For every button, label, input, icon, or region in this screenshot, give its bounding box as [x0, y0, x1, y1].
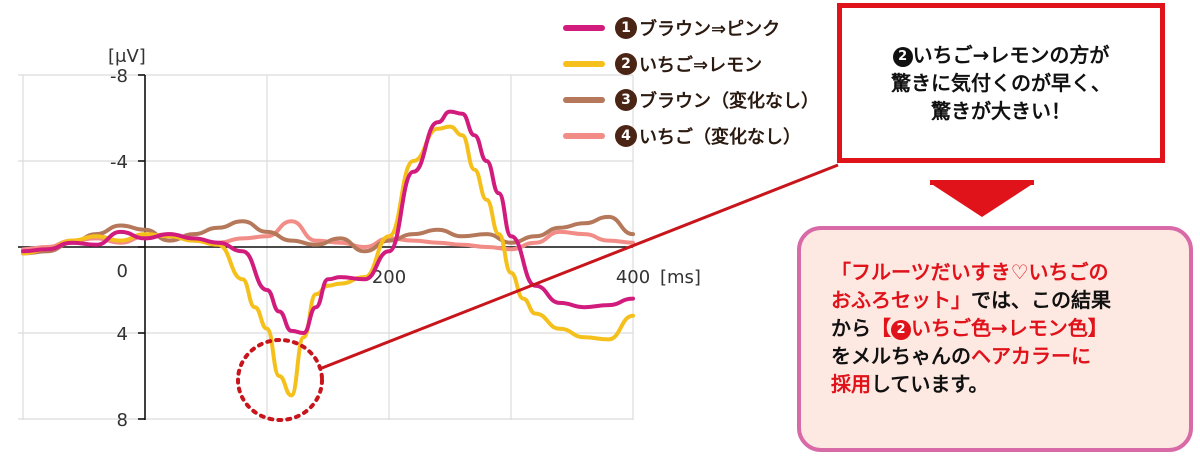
info-color-change: いちご色→レモン色】: [911, 316, 1108, 340]
series-line-3: [21, 214, 635, 256]
callout-text: 2 いちご→レモンの方が 驚きに気付くのが早く、 驚きが大きい！: [856, 41, 1146, 125]
y-tick-label: 8: [117, 410, 128, 431]
info-hair-color: ヘアカラーに: [971, 344, 1091, 368]
y-tick-label: -8: [110, 66, 128, 87]
legend-swatch: [563, 133, 605, 139]
x-unit-label: [ms]: [660, 267, 701, 288]
legend-label: ブラウン⇒ピンク: [639, 19, 781, 40]
info-text: 「フルーツだいすき♡いちごの おふろセット」では、この結果 から【 2 いちご色→レ…: [831, 258, 1165, 398]
highlight-circle: [236, 338, 324, 422]
callout-line-3: 驚きが大きい！: [931, 99, 1071, 123]
info-adopted: 採用: [831, 372, 871, 396]
info-number-badge: 2: [891, 320, 911, 340]
down-arrow-icon: [930, 183, 1034, 217]
x-tick-label: 200: [372, 267, 406, 288]
legend-swatch: [563, 25, 605, 31]
legend-label: いちご⇒レモン: [639, 55, 763, 76]
legend-swatch: [563, 61, 605, 67]
x-tick-label: 400: [616, 267, 650, 288]
chart-axes: [18, 75, 633, 420]
callout-number-badge: 2: [892, 47, 913, 67]
legend-item-2: 2 いちご⇒レモン: [563, 46, 828, 82]
series-layer: [21, 109, 635, 398]
y-tick-label: -4: [110, 152, 128, 173]
callout-box: 2 いちご→レモンの方が 驚きに気付くのが早く、 驚きが大きい！: [837, 3, 1165, 163]
info-text-2: では、この結果: [971, 288, 1111, 312]
info-bracket-open: 【: [871, 316, 891, 340]
legend-number-badge: 4: [615, 125, 637, 147]
series-line-1: [21, 109, 635, 335]
info-text-5: しています。: [871, 372, 989, 396]
info-product-end: おふろセット」: [831, 288, 971, 312]
callout-line-2: 驚きに気付くのが早く、: [891, 71, 1111, 95]
y-tick-label: 4: [117, 324, 128, 345]
legend-label: ブラウン（変化なし）: [639, 91, 819, 112]
legend-swatch: [563, 97, 605, 103]
info-line-1: 「フルーツだいすき♡いちごの: [831, 260, 1109, 284]
legend-number-badge: 3: [615, 89, 637, 111]
legend-number-badge: 1: [615, 17, 637, 39]
connector-line: [321, 163, 839, 370]
legend-label: いちご（変化なし）: [639, 127, 801, 148]
y-tick-label: 0: [117, 261, 128, 282]
info-text-3: から: [831, 316, 871, 340]
legend-item-3: 3 ブラウン（変化なし）: [563, 82, 828, 118]
legend: 1 ブラウン⇒ピンク 2 いちご⇒レモン 3 ブラウン（変化なし） 4 いちご（変化なし）: [563, 10, 828, 154]
legend-item-1: 1 ブラウン⇒ピンク: [563, 10, 828, 46]
legend-item-4: 4 いちご（変化なし）: [563, 118, 828, 154]
y-unit-label: [μV]: [108, 46, 146, 67]
down-arrow-bar: [930, 180, 1034, 185]
info-box: 「フルーツだいすき♡いちごの おふろセット」では、この結果 から【 2 いちご色→レ…: [797, 226, 1193, 452]
callout-line-1: いちご→レモンの方が: [912, 43, 1110, 67]
info-text-4: をメルちゃんの: [831, 344, 971, 368]
legend-number-badge: 2: [615, 53, 637, 75]
